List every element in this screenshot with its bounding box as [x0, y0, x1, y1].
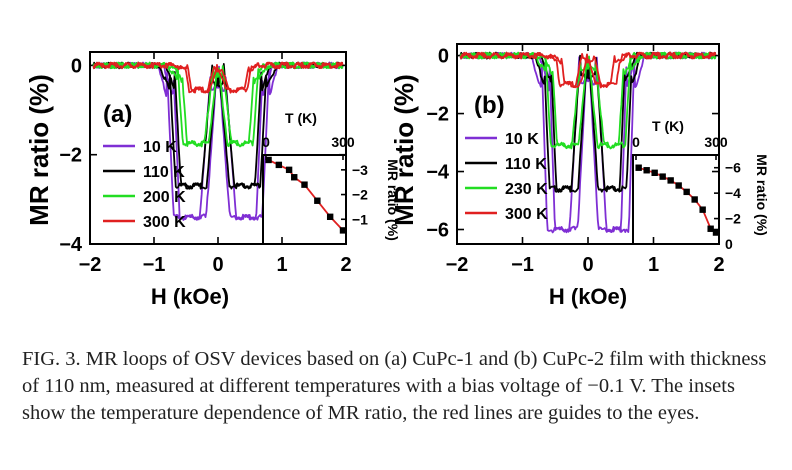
series-line-10k: [460, 51, 716, 234]
x-tick-label: 1: [276, 254, 287, 276]
y-tick-label: −4: [426, 162, 450, 184]
panel-b: MR ratio (%) H (kOe) (b) −2 −1 0 1 20−2−4−6 …: [389, 43, 770, 309]
inset-data-point: [326, 213, 334, 221]
inset-data-point: [643, 167, 650, 174]
inset-data-point: [339, 227, 347, 234]
x-tick-label: −2: [446, 254, 469, 276]
inset-data-point: [707, 225, 714, 232]
y-tick-label: −6: [426, 220, 449, 242]
y-tick-label: −2: [59, 145, 82, 167]
series-line-300k: [460, 51, 716, 89]
panel-a: MR ratio (%) H (kOe) (a) −2 −1 0 1 20−2−4 10…: [24, 51, 401, 309]
inset-data-point: [691, 196, 698, 203]
legend-label: 200 K: [143, 189, 186, 206]
inset-x-tick-label: 0: [632, 134, 640, 150]
series-line-300k: [93, 61, 343, 94]
inset-data-point: [675, 182, 682, 189]
x-tick-label: 0: [582, 254, 593, 276]
y-tick-label: 0: [438, 46, 449, 68]
inset-data-point: [285, 166, 293, 174]
inset-data-point: [659, 173, 666, 180]
panel-a-inset-xlabel: T (K): [285, 110, 317, 126]
inset-a-frame: [262, 154, 347, 245]
x-tick-label: 2: [713, 254, 724, 276]
inset-x-tick-label: 0: [262, 134, 270, 150]
legend-label: 10 K: [143, 139, 177, 156]
inset-data-point: [667, 177, 674, 184]
inset-y-tick-label: −3: [352, 162, 368, 178]
inset-data-point: [699, 206, 706, 213]
inset-data-point: [683, 188, 690, 196]
inset-data-point: [712, 229, 720, 236]
inset-data-point: [651, 169, 658, 176]
y-tick-label: −4: [59, 234, 83, 256]
inset-y-tick-label: −2: [352, 187, 368, 203]
panel-b-inset-xlabel: T (K): [652, 118, 684, 134]
x-tick-label: −1: [143, 254, 166, 276]
panel-a-ylabel: MR ratio (%): [24, 74, 54, 226]
panel-b-label: (b): [474, 92, 505, 119]
inset-y-tick-label: 0: [725, 236, 733, 252]
inset-data-point: [301, 181, 308, 188]
x-tick-label: 1: [648, 254, 659, 276]
inset-x-tick-label: 300: [704, 134, 728, 150]
x-tick-label: −2: [79, 254, 102, 276]
panel-a-label: (a): [103, 101, 132, 128]
y-tick-label: 0: [71, 55, 82, 77]
inset-b-frame: [632, 154, 720, 245]
legend-label: 10 K: [505, 131, 539, 148]
panel-b-inset-ylabel: MR ratio (%): [754, 154, 770, 236]
panel-a-xlabel: H (kOe): [151, 284, 229, 309]
inset-y-tick-label: −6: [725, 160, 741, 176]
panel-b-xlabel: H (kOe): [549, 284, 627, 309]
legend-label: 110 K: [505, 156, 547, 173]
legend-label: 230 K: [505, 181, 548, 198]
inset-data-point: [314, 197, 321, 204]
inset-data-point: [635, 164, 642, 171]
panel-a-inset-ylabel: MR ratio (%): [385, 159, 401, 241]
panel-b-ylabel: MR ratio (%): [389, 74, 419, 226]
legend-label: 300 K: [143, 214, 186, 231]
legend-label: 300 K: [505, 206, 548, 223]
inset-data-point: [265, 156, 272, 164]
x-tick-label: −1: [511, 254, 534, 276]
inset-data-point: [291, 174, 298, 181]
y-tick-label: −2: [426, 104, 449, 126]
inset-x-tick-label: 300: [331, 134, 355, 150]
x-tick-label: 2: [340, 254, 351, 276]
inset-y-tick-label: −4: [725, 185, 741, 201]
figure: MR ratio (%) H (kOe) (a) −2 −1 0 1 20−2−4 10…: [24, 43, 770, 309]
legend-label: 110 K: [143, 164, 185, 181]
x-tick-label: 0: [212, 254, 223, 276]
inset-data-point: [275, 161, 283, 169]
figure-caption: FIG. 3. MR loops of OSV devices based on…: [22, 348, 767, 424]
inset-fit-line: [638, 166, 717, 234]
inset-y-tick-label: −2: [725, 211, 741, 227]
inset-y-tick-label: −1: [352, 211, 368, 227]
